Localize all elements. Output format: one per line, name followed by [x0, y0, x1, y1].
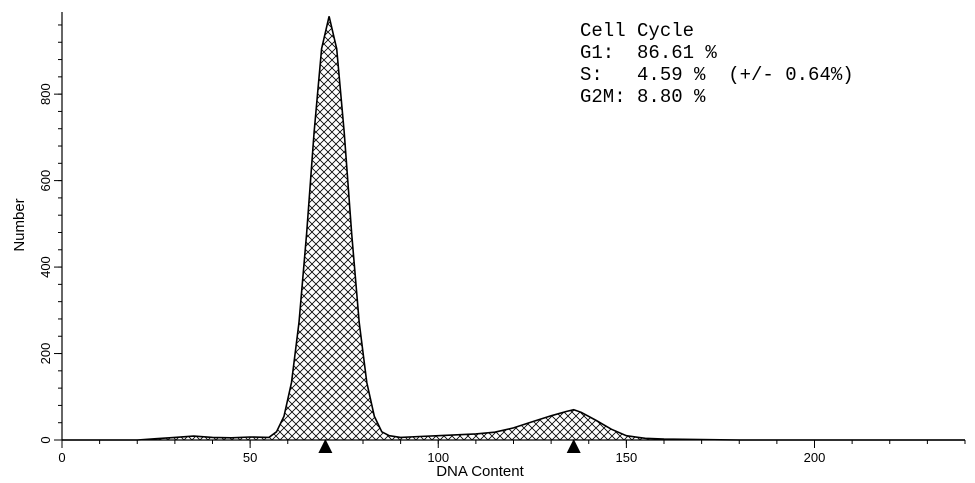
annotation: Cell Cycle: [580, 20, 694, 42]
y-tick-label: 400: [38, 256, 53, 278]
histogram-line: [62, 16, 965, 441]
peak-marker: [318, 439, 333, 453]
annotation: S: 4.59 % (+/- 0.64%): [580, 64, 854, 86]
annotation: G1: 86.61 %: [580, 42, 717, 64]
y-tick-label: 800: [38, 83, 53, 105]
x-tick-label: 50: [243, 450, 257, 465]
x-tick-label: 150: [616, 450, 638, 465]
y-axis-label: Number: [11, 198, 28, 251]
x-tick-label: 100: [427, 450, 449, 465]
x-axis-label: DNA Content: [436, 463, 524, 480]
x-tick-label: 0: [58, 450, 65, 465]
y-tick-label: 0: [38, 436, 53, 443]
peak-marker: [566, 439, 581, 453]
y-tick-label: 600: [38, 170, 53, 192]
x-tick-label: 200: [804, 450, 826, 465]
y-tick-label: 200: [38, 343, 53, 365]
annotation: G2M: 8.80 %: [580, 86, 706, 108]
